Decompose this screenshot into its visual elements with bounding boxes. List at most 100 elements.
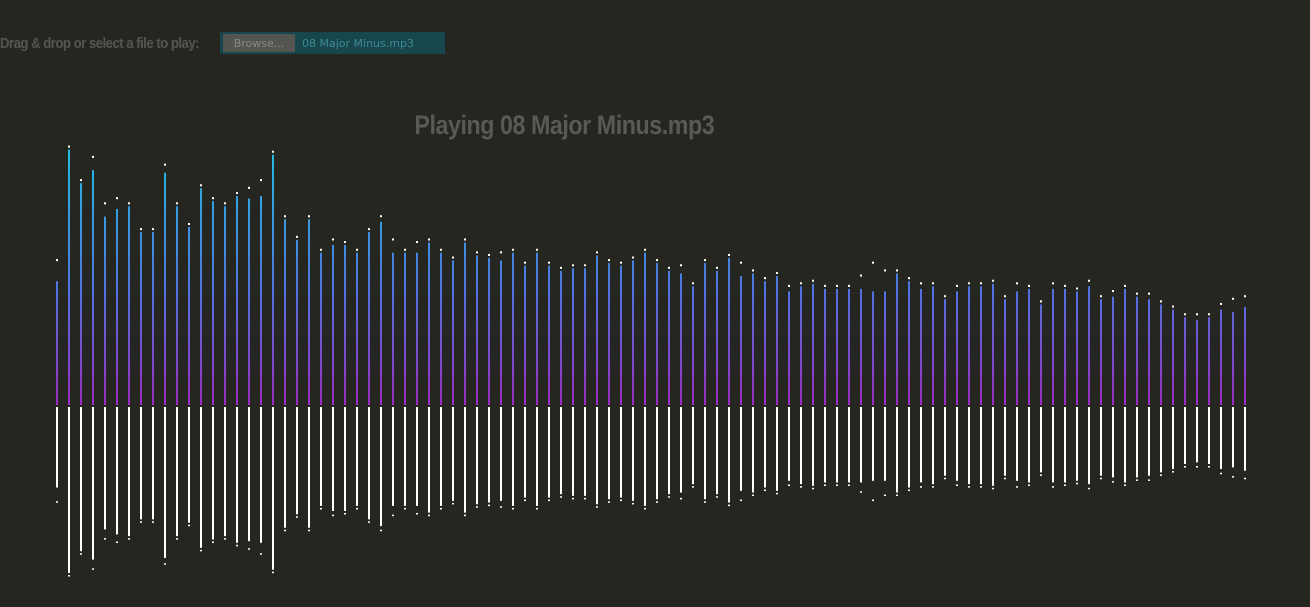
peak-marker: [1184, 313, 1186, 316]
mirror-bar: [224, 407, 226, 537]
peak-marker: [248, 186, 250, 189]
mirror-peak-marker: [608, 501, 610, 503]
frequency-bar: [740, 276, 742, 405]
mirror-bar: [116, 407, 118, 535]
mirror-bar: [644, 407, 646, 506]
now-playing-text: Playing 08 Major Minus.mp3: [414, 110, 714, 140]
frequency-bar: [476, 255, 478, 405]
peak-marker: [380, 215, 382, 218]
browse-button[interactable]: Browse...: [223, 34, 295, 52]
frequency-bar: [248, 198, 250, 405]
mirror-peak-marker: [440, 507, 442, 510]
peak-marker: [560, 266, 562, 269]
mirror-bar: [788, 407, 790, 481]
peak-marker: [104, 202, 106, 205]
peak-marker: [980, 282, 982, 285]
mirror-peak-marker: [800, 486, 802, 488]
mirror-peak-marker: [176, 538, 178, 540]
mirror-bar: [428, 407, 430, 513]
peak-marker: [932, 282, 934, 285]
peak-marker: [1172, 305, 1174, 308]
mirror-bar: [92, 407, 94, 560]
mirror-bar: [692, 407, 694, 485]
frequency-bar: [764, 281, 766, 405]
frequency-bar: [488, 257, 490, 405]
peak-marker: [1208, 313, 1210, 316]
peak-marker: [464, 238, 466, 241]
frequency-bar: [152, 232, 154, 405]
mirror-bar: [104, 407, 106, 530]
frequency-bar: [1100, 299, 1102, 405]
mirror-bar: [464, 407, 466, 513]
mirror-peak-marker: [776, 492, 778, 495]
mirror-peak-marker: [200, 549, 202, 552]
mirror-peak-marker: [932, 486, 934, 488]
frequency-bars: [56, 145, 1246, 577]
frequency-bar: [524, 265, 526, 405]
mirror-bar: [632, 407, 634, 501]
peak-marker: [236, 192, 238, 195]
peak-marker: [752, 269, 754, 272]
mirror-peak-marker: [872, 499, 874, 502]
frequency-bar: [716, 270, 718, 405]
peak-marker: [620, 261, 622, 264]
frequency-bar: [464, 242, 466, 405]
mirror-bar: [1016, 407, 1018, 481]
mirror-peak-marker: [836, 484, 838, 486]
frequency-bar: [1040, 304, 1042, 405]
frequency-bar: [632, 260, 634, 405]
peak-marker: [1148, 292, 1150, 295]
peak-marker: [632, 256, 634, 259]
mirror-peak-marker: [428, 514, 430, 517]
mirror-bar: [836, 407, 838, 483]
peak-marker: [584, 264, 586, 267]
frequency-bar: [1064, 288, 1066, 405]
mirror-bar: [452, 407, 454, 501]
mirror-peak-marker: [116, 541, 118, 543]
peak-marker: [1244, 295, 1246, 298]
frequency-bar: [980, 286, 982, 405]
peak-marker: [512, 248, 514, 251]
mirror-peak-marker: [224, 538, 226, 540]
mirror-peak-marker: [764, 489, 766, 491]
mirror-bar: [320, 407, 322, 506]
mirror-peak-marker: [1232, 476, 1234, 478]
mirror-peak-marker: [680, 497, 682, 500]
peak-marker: [656, 259, 658, 262]
mirror-peak-marker: [548, 499, 550, 502]
frequency-bar: [896, 273, 898, 405]
mirror-peak-marker: [236, 544, 238, 547]
peak-marker: [320, 248, 322, 251]
frequency-bar: [224, 206, 226, 405]
mirror-peak-marker: [1100, 477, 1102, 480]
file-input[interactable]: Browse... 08 Major Minus.mp3: [220, 32, 445, 54]
frequency-bar: [752, 273, 754, 405]
frequency-bar: [176, 206, 178, 405]
mirror-bar: [1148, 407, 1150, 476]
mirror-bar: [680, 407, 682, 493]
frequency-bar: [440, 252, 442, 405]
mirror-bar: [1160, 407, 1162, 473]
mirror-bar: [152, 407, 154, 520]
mirror-bar: [1100, 407, 1102, 476]
peak-marker: [1028, 284, 1030, 287]
mirror-bar: [380, 407, 382, 527]
mirror-peak-marker: [524, 499, 526, 502]
mirror-bar: [1088, 407, 1090, 485]
mirror-bar: [944, 407, 946, 476]
frequency-bar: [872, 291, 874, 405]
mirror-bar: [824, 407, 826, 483]
frequency-bar: [1220, 309, 1222, 405]
mirror-peak-marker: [1136, 479, 1138, 481]
mirror-peak-marker: [584, 497, 586, 500]
mirror-bar: [968, 407, 970, 485]
peak-marker: [1196, 313, 1198, 316]
frequency-bar: [548, 265, 550, 405]
peak-marker: [392, 238, 394, 241]
peak-marker: [128, 202, 130, 205]
peak-marker: [428, 238, 430, 241]
peak-marker: [404, 248, 406, 251]
frequency-bar: [1172, 309, 1174, 405]
peak-marker: [1136, 292, 1138, 295]
mirror-bar: [236, 407, 238, 543]
